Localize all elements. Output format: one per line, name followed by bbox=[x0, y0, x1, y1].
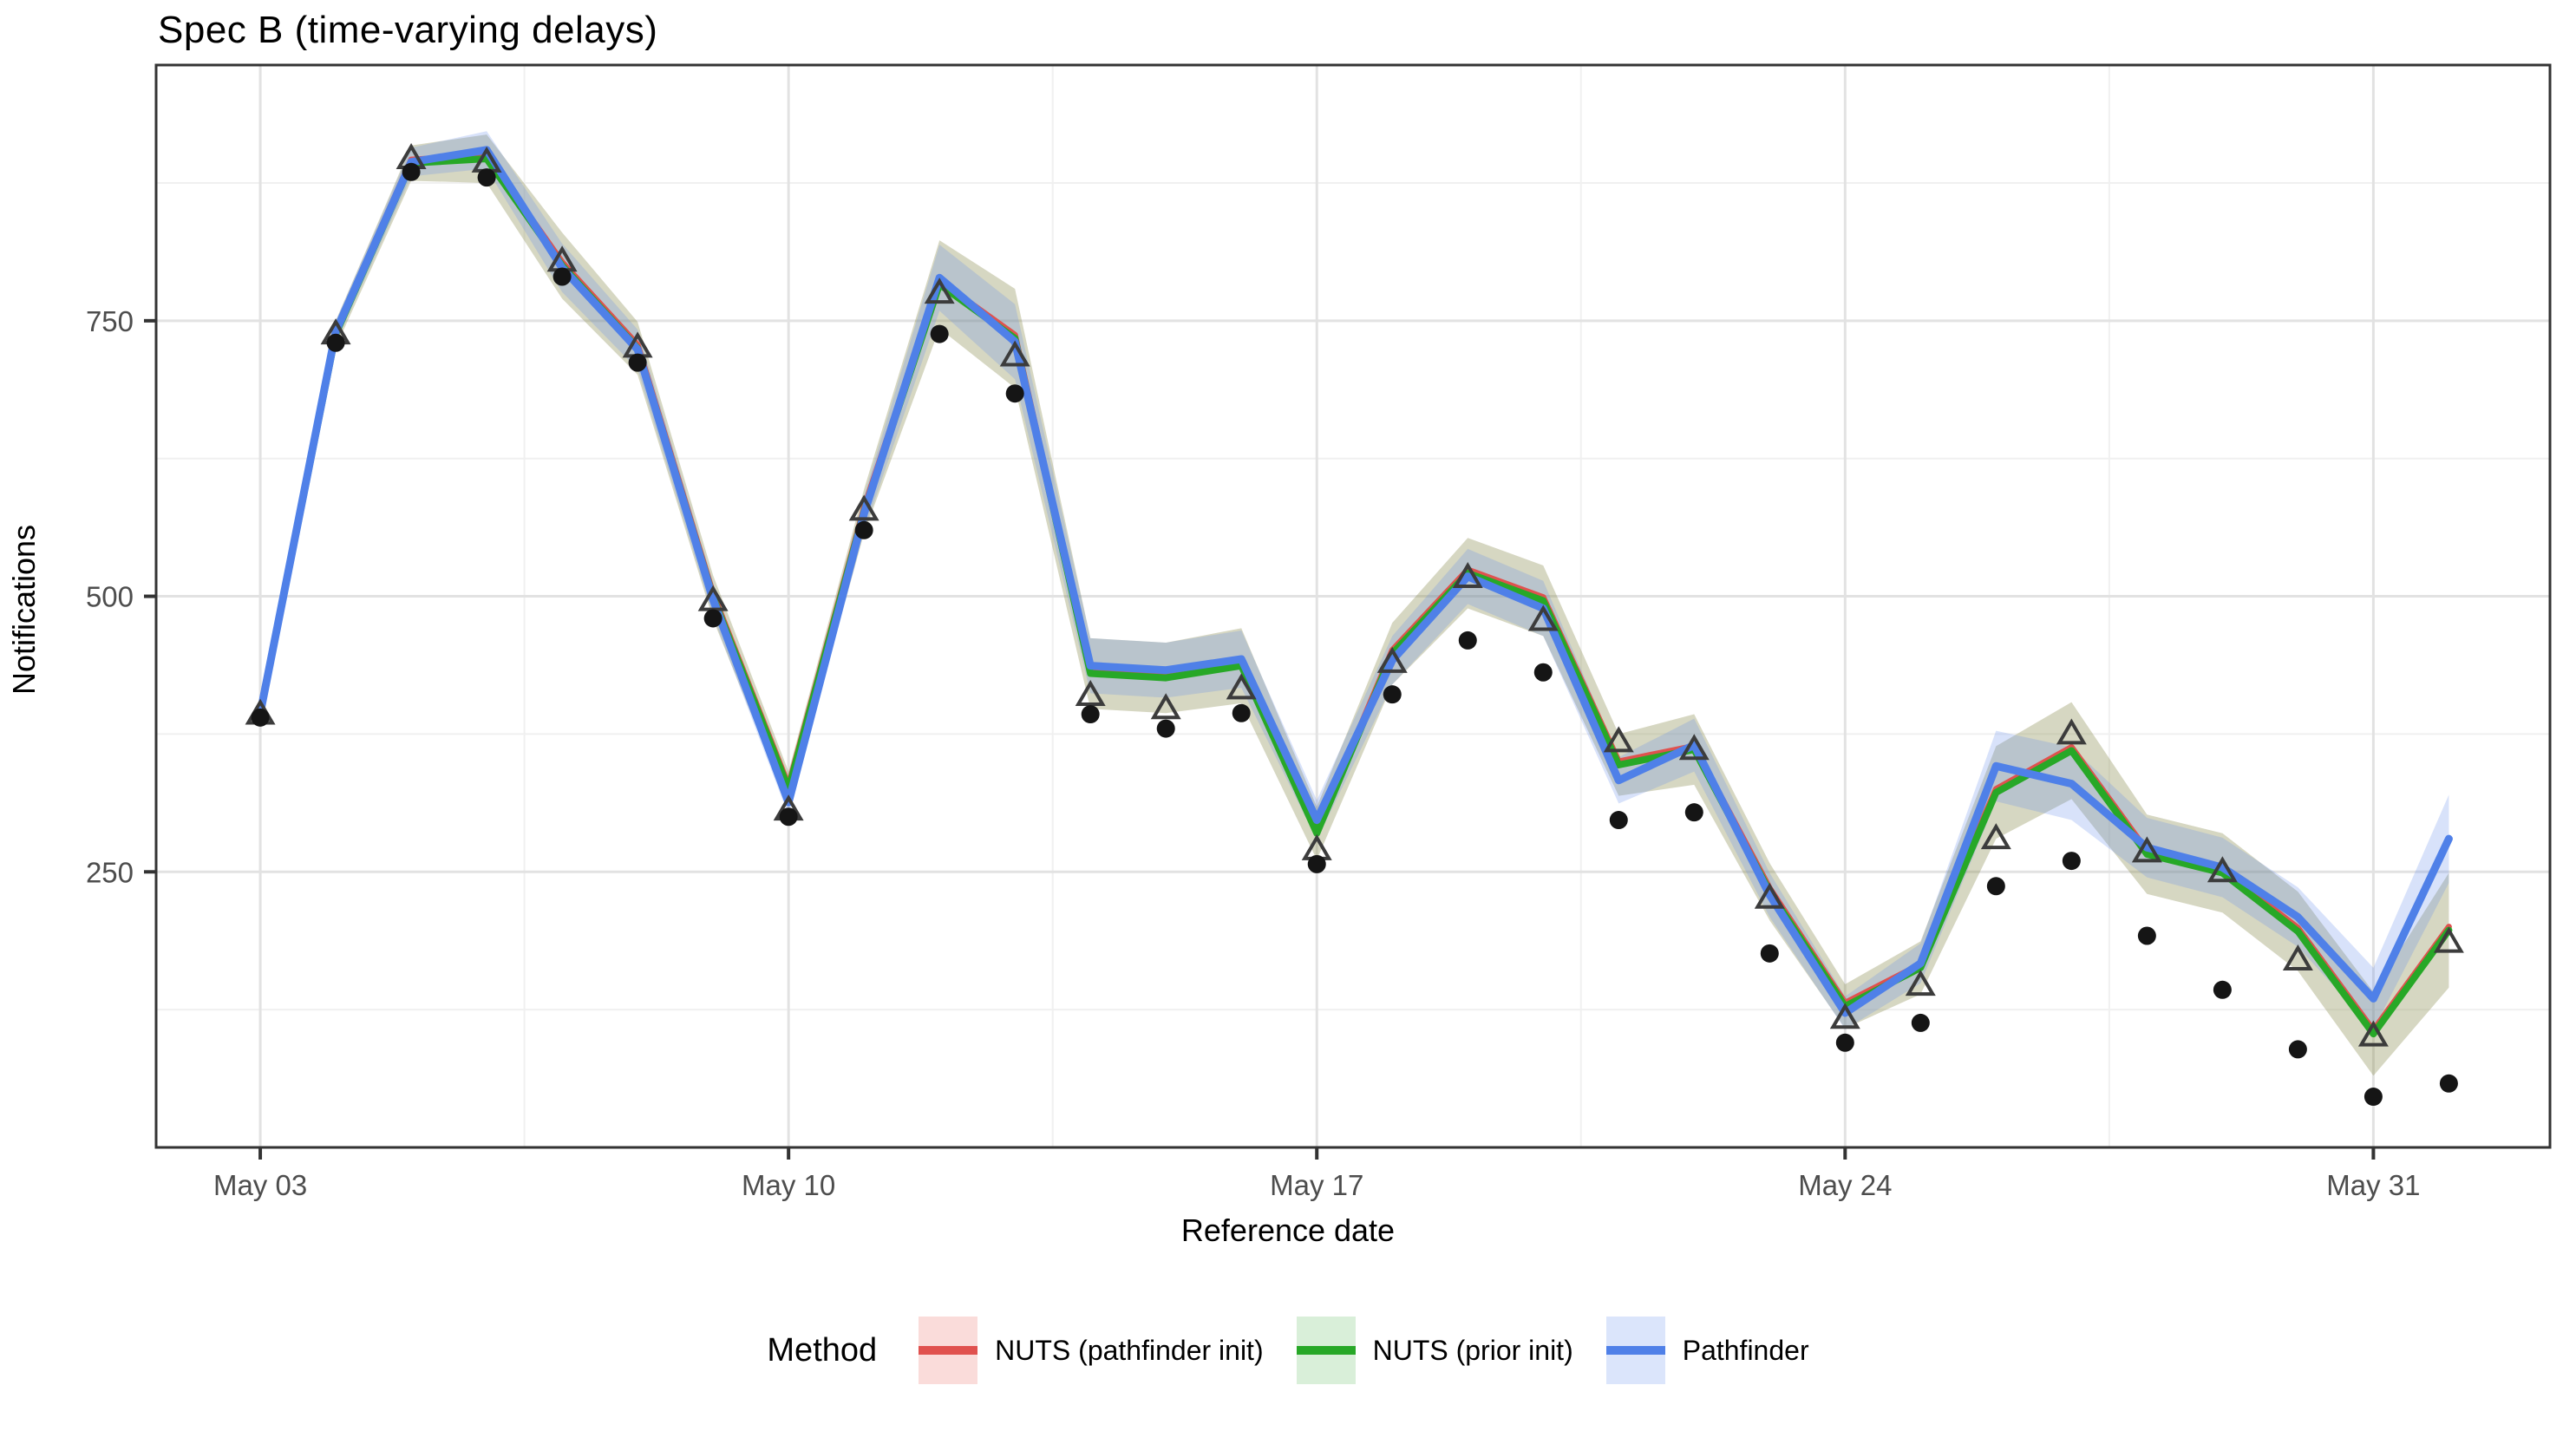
legend-key-swatch-red bbox=[919, 1317, 978, 1384]
panel-border bbox=[154, 63, 2552, 1149]
dot-marker bbox=[1156, 719, 1175, 738]
triangle-marker bbox=[1905, 970, 1936, 996]
dot-marker bbox=[1533, 663, 1553, 682]
dot-marker bbox=[1835, 1033, 1854, 1052]
dot-marker bbox=[628, 353, 647, 372]
blue-line-icon bbox=[1605, 1346, 1665, 1355]
dot-marker bbox=[1383, 685, 1402, 704]
triangle-marker bbox=[2207, 856, 2238, 883]
legend-item-nuts-pathfinder-init: NUTS (pathfinder init) bbox=[919, 1317, 1264, 1384]
triangle-marker bbox=[1678, 734, 1710, 761]
line-pathfinder bbox=[256, 146, 2453, 1017]
triangle-marker bbox=[999, 340, 1030, 367]
triangle-marker bbox=[2131, 836, 2162, 863]
dot-marker bbox=[930, 324, 949, 343]
y-axis-title: Notifications bbox=[6, 524, 42, 696]
x-tick-label: May 17 bbox=[1270, 1169, 1363, 1201]
triangle-marker bbox=[1376, 646, 1408, 673]
dot-marker bbox=[1005, 384, 1024, 403]
legend-label: NUTS (prior init) bbox=[1372, 1334, 1573, 1366]
y-tick-label: 500 bbox=[86, 581, 134, 613]
legend-title: Method bbox=[767, 1331, 878, 1369]
dot-marker bbox=[402, 162, 421, 181]
triangle-marker bbox=[2056, 718, 2087, 745]
chart-title: Spec B (time-varying delays) bbox=[158, 9, 658, 51]
dot-marker bbox=[326, 333, 345, 352]
dot-marker bbox=[2213, 980, 2232, 999]
x-tick-label: May 31 bbox=[2326, 1169, 2420, 1201]
dot-marker bbox=[2137, 926, 2156, 945]
triangle-marker bbox=[1452, 561, 1483, 588]
legend-item-pathfinder: Pathfinder bbox=[1605, 1317, 1809, 1384]
dot-marker bbox=[1458, 631, 1477, 650]
dot-marker bbox=[2364, 1088, 2383, 1107]
triangle-marker bbox=[1980, 823, 2011, 850]
dot-marker bbox=[552, 267, 572, 286]
dot-marker bbox=[1081, 705, 1100, 724]
dot-marker bbox=[779, 807, 798, 827]
y-tick-label: 750 bbox=[86, 305, 134, 337]
dot-marker bbox=[1911, 1013, 1930, 1032]
triangle-marker bbox=[1075, 679, 1106, 706]
legend-key-swatch-blue bbox=[1605, 1317, 1665, 1384]
triangle-marker bbox=[1527, 604, 1559, 631]
dot-marker bbox=[2062, 852, 2081, 871]
dot-marker bbox=[1307, 854, 1326, 873]
legend-key-swatch-green bbox=[1296, 1317, 1356, 1384]
dot-marker bbox=[703, 609, 722, 628]
legend-item-nuts-prior-init: NUTS (prior init) bbox=[1296, 1317, 1573, 1384]
triangle-marker bbox=[2433, 926, 2464, 953]
dot-marker bbox=[251, 708, 270, 727]
legend: Method NUTS (pathfinder init) NUTS (prio… bbox=[0, 1317, 2576, 1384]
green-line-icon bbox=[1296, 1346, 1356, 1355]
dot-marker bbox=[2439, 1074, 2458, 1093]
triangle-marker bbox=[1226, 673, 1257, 700]
red-line-icon bbox=[919, 1346, 978, 1355]
x-axis-title: Reference date bbox=[1180, 1212, 1396, 1248]
triangle-marker bbox=[848, 494, 879, 521]
dot-marker bbox=[854, 520, 873, 539]
dot-marker bbox=[1609, 811, 1628, 830]
x-tick-label: May 24 bbox=[1798, 1169, 1892, 1201]
triangle-marker bbox=[924, 278, 955, 304]
x-tick-label: May 10 bbox=[742, 1169, 835, 1201]
y-tick-label: 250 bbox=[86, 856, 134, 888]
triangle-marker bbox=[2357, 1020, 2389, 1047]
panel-background bbox=[156, 65, 2550, 1147]
dot-marker bbox=[477, 168, 496, 187]
dot-marker bbox=[1232, 703, 1251, 722]
triangle-marker bbox=[2282, 944, 2313, 970]
triangle-marker bbox=[1829, 1003, 1860, 1029]
x-tick-label: May 03 bbox=[213, 1169, 307, 1201]
dot-marker bbox=[2288, 1040, 2307, 1059]
dot-marker bbox=[1760, 944, 1779, 963]
triangle-marker bbox=[1754, 882, 1785, 909]
triangle-marker bbox=[1150, 693, 1181, 720]
legend-label: Pathfinder bbox=[1682, 1334, 1809, 1366]
triangle-marker bbox=[1603, 726, 1634, 753]
dot-marker bbox=[1986, 877, 2005, 896]
legend-label: NUTS (pathfinder init) bbox=[995, 1334, 1264, 1366]
data-layer bbox=[245, 131, 2464, 1107]
dot-marker bbox=[1684, 803, 1703, 822]
